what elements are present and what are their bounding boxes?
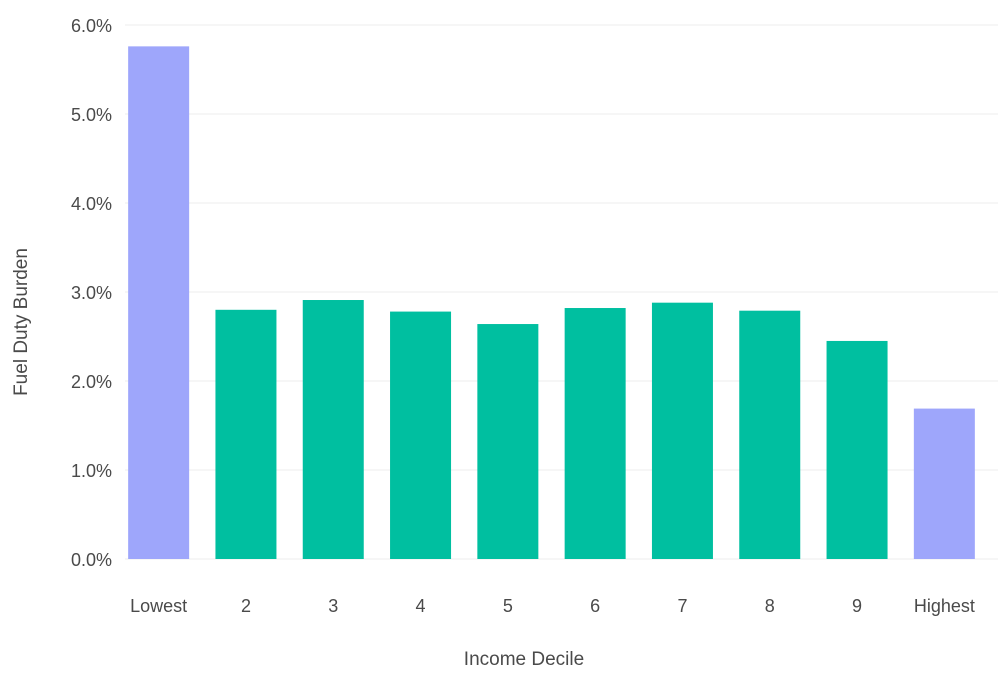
x-tick-label: Lowest [130, 596, 187, 616]
bar-9 [826, 340, 888, 559]
y-tick-label: 5.0% [71, 105, 112, 125]
y-tick-label: 6.0% [71, 16, 112, 36]
y-tick-label: 2.0% [71, 372, 112, 392]
bar-4 [390, 311, 452, 559]
x-tick-label: 3 [328, 596, 338, 616]
x-tick-label: 8 [765, 596, 775, 616]
x-tick-label: 5 [503, 596, 513, 616]
y-tick-label: 3.0% [71, 283, 112, 303]
bar-2 [215, 309, 277, 559]
y-tick-label: 0.0% [71, 550, 112, 570]
x-tick-label: Highest [914, 596, 975, 616]
bars [128, 46, 975, 560]
x-tick-label: 7 [677, 596, 687, 616]
y-axis-title: Fuel Duty Burden [11, 248, 32, 396]
x-tick-label: 6 [590, 596, 600, 616]
x-axis-ticks: Lowest 2 3 4 5 6 7 8 9 Highest [130, 596, 975, 616]
bar-6 [564, 308, 626, 559]
bar-highest [913, 408, 975, 559]
bar-8 [739, 310, 801, 559]
x-axis-title: Income Decile [464, 649, 584, 670]
x-tick-label: 2 [241, 596, 251, 616]
bar-3 [302, 300, 364, 559]
y-tick-label: 1.0% [71, 461, 112, 481]
y-axis-ticks: 0.0% 1.0% 2.0% 3.0% 4.0% 5.0% 6.0% [71, 16, 112, 570]
bar-7 [651, 302, 713, 559]
x-tick-label: 9 [852, 596, 862, 616]
x-tick-label: 4 [416, 596, 426, 616]
bar-5 [477, 324, 539, 559]
bar-lowest [128, 46, 190, 560]
y-tick-label: 4.0% [71, 194, 112, 214]
